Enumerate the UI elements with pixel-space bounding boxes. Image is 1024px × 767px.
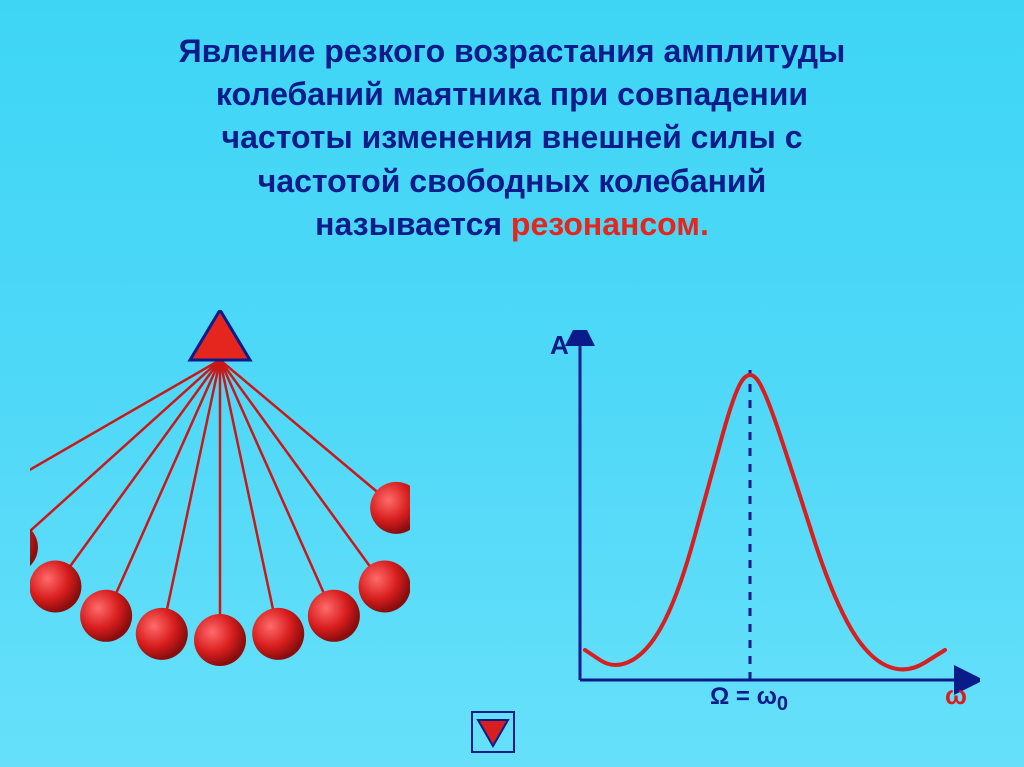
y-axis-label: А xyxy=(550,330,569,361)
x-axis-label: ω xyxy=(945,680,967,711)
nav-down-button[interactable] xyxy=(470,710,516,759)
x-tick-text: Ω = ω xyxy=(710,683,777,710)
pendulum-diagram xyxy=(30,310,410,690)
title-line3: частоты изменения внешней силы с xyxy=(222,119,803,155)
chart-svg xyxy=(540,330,980,730)
title-text: Явление резкого возрастания амплитуды ко… xyxy=(100,30,924,246)
nav-down-icon xyxy=(470,710,516,754)
x-tick-sub: 0 xyxy=(777,693,788,715)
title-highlight: резонансом. xyxy=(511,206,709,242)
title-block: Явление резкого возрастания амплитуды ко… xyxy=(0,0,1024,246)
title-line4: частотой свободных колебаний xyxy=(258,163,767,199)
title-line2: колебаний маятника при совпадении xyxy=(216,76,808,112)
title-line1: Явление резкого возрастания амплитуды xyxy=(179,33,846,69)
title-line5: называется xyxy=(315,206,511,242)
resonance-chart: А ω Ω = ω0 xyxy=(540,330,980,730)
pendulum-svg xyxy=(30,310,410,690)
x-tick-label: Ω = ω0 xyxy=(710,683,788,716)
